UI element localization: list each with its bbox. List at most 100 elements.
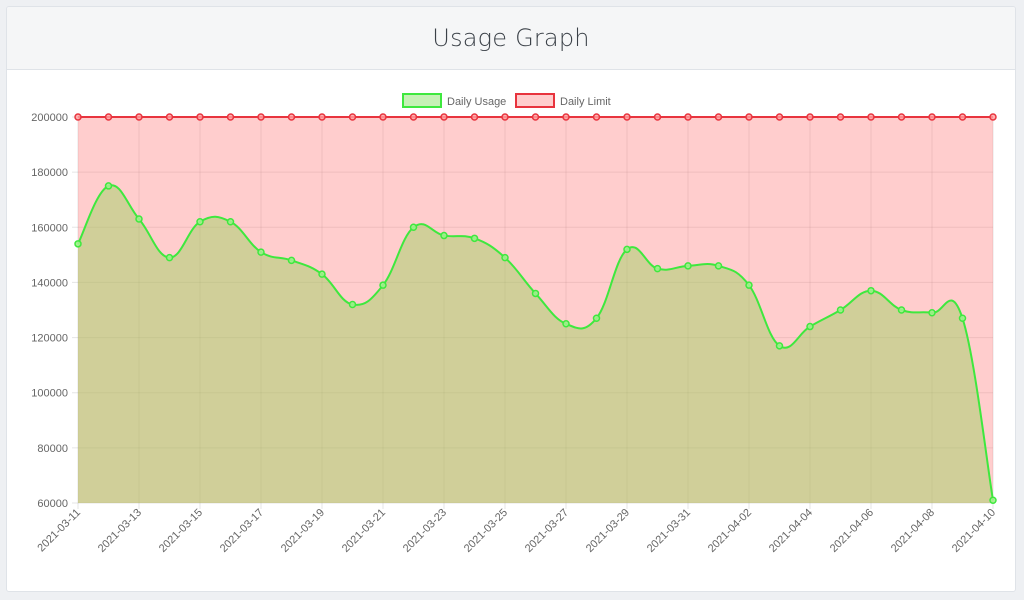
daily-usage-point xyxy=(653,264,662,273)
x-axis: 2021-03-11 2021-03-13 2021-03-15 2021-03-17… xyxy=(35,507,998,555)
x-tick-label: 2021-04-10 xyxy=(950,507,998,555)
daily-usage-point xyxy=(745,281,753,289)
daily-usage-point xyxy=(714,262,723,270)
daily-limit-point xyxy=(775,113,784,121)
x-tick-label: 2021-03-27 xyxy=(523,507,571,555)
daily-usage-point xyxy=(531,289,540,298)
daily-usage-point xyxy=(958,314,967,323)
daily-usage-point xyxy=(74,240,82,248)
daily-usage-point xyxy=(928,309,936,317)
x-tick-label: 2021-03-21 xyxy=(340,507,388,555)
daily-limit-point xyxy=(440,113,448,121)
x-tick-label: 2021-04-02 xyxy=(706,507,754,555)
y-tick-label: 80000 xyxy=(37,443,68,455)
daily-usage-point xyxy=(379,281,387,289)
y-tick-label: 160000 xyxy=(31,222,68,234)
daily-limit-point xyxy=(897,113,906,121)
daily-limit-point xyxy=(836,113,845,121)
x-tick-label: 2021-04-04 xyxy=(767,507,815,555)
daily-usage-point xyxy=(501,253,509,262)
daily-limit-point xyxy=(867,113,875,121)
daily-usage-point xyxy=(989,496,997,504)
usage-graph-card: Usage Graph xyxy=(6,6,1016,592)
daily-usage-point xyxy=(806,322,814,331)
daily-limit-point xyxy=(196,113,204,121)
y-tick-label: 120000 xyxy=(31,333,68,345)
x-tick-label: 2021-03-19 xyxy=(279,507,327,555)
legend-label-daily-limit[interactable]: Daily Limit xyxy=(560,96,611,108)
y-tick-label: 60000 xyxy=(37,498,68,510)
daily-usage-point xyxy=(897,306,906,314)
daily-usage-point xyxy=(440,231,448,240)
daily-usage-point xyxy=(470,234,479,243)
x-tick-label: 2021-03-25 xyxy=(462,507,510,555)
card-header: Usage Graph xyxy=(7,7,1015,70)
x-tick-label: 2021-03-17 xyxy=(218,507,266,555)
daily-usage-point xyxy=(165,253,174,262)
y-tick-label: 140000 xyxy=(31,277,68,289)
x-tick-label: 2021-03-29 xyxy=(584,507,632,555)
daily-usage-point xyxy=(562,320,570,328)
daily-limit-point xyxy=(135,113,143,121)
area-layer xyxy=(77,116,994,503)
daily-limit-area xyxy=(78,117,993,503)
daily-limit-point xyxy=(623,113,631,121)
daily-limit-point xyxy=(745,113,753,121)
x-tick-label: 2021-04-08 xyxy=(889,507,937,555)
daily-limit-point xyxy=(318,113,326,121)
daily-limit-point xyxy=(348,113,357,121)
daily-usage-point xyxy=(257,248,265,256)
daily-usage-point xyxy=(775,342,784,350)
daily-limit-point xyxy=(226,113,235,121)
daily-usage-point xyxy=(135,215,143,223)
legend-swatch-daily-usage[interactable] xyxy=(402,93,442,108)
legend-swatch-daily-limit[interactable] xyxy=(515,93,555,108)
x-tick-label: 2021-03-15 xyxy=(157,507,205,555)
legend-label-daily-usage[interactable]: Daily Usage xyxy=(447,96,506,108)
y-tick-label: 200000 xyxy=(31,112,68,124)
x-tick-label: 2021-04-06 xyxy=(828,507,876,555)
points-layer xyxy=(74,113,997,504)
daily-usage-point xyxy=(287,256,296,265)
y-tick-label: 100000 xyxy=(31,388,68,400)
daily-limit-point xyxy=(165,113,174,121)
daily-limit-point xyxy=(684,113,692,121)
daily-usage-point xyxy=(867,286,875,295)
daily-limit-point xyxy=(470,113,479,121)
x-tick-label: 2021-03-31 xyxy=(645,507,693,555)
daily-usage-point xyxy=(836,306,845,314)
daily-usage-point xyxy=(623,245,631,254)
daily-usage-point xyxy=(592,314,601,323)
daily-limit-point xyxy=(562,113,570,121)
y-tick-label: 180000 xyxy=(31,167,68,179)
daily-limit-point xyxy=(531,113,540,121)
daily-limit-point xyxy=(257,113,265,121)
legend: Daily Usage Daily Limit xyxy=(402,93,611,108)
daily-limit-point xyxy=(74,113,82,121)
daily-limit-point xyxy=(806,113,814,121)
daily-limit-point xyxy=(287,113,296,121)
x-tick-label: 2021-03-11 xyxy=(35,507,83,555)
daily-usage-point xyxy=(196,218,204,226)
daily-limit-point xyxy=(989,113,997,121)
daily-limit-point xyxy=(958,113,967,121)
daily-usage-area xyxy=(78,185,993,503)
daily-limit-point xyxy=(409,113,418,121)
daily-limit-point xyxy=(592,113,601,121)
daily-limit-point xyxy=(379,113,387,121)
daily-limit-point xyxy=(714,113,723,121)
y-axis: 200000 180000 160000 140000 120000 100000 8000… xyxy=(31,112,68,510)
x-tick-label: 2021-03-13 xyxy=(96,507,144,555)
daily-usage-point xyxy=(409,223,418,232)
daily-usage-point xyxy=(348,300,357,309)
daily-limit-point xyxy=(928,113,936,121)
daily-limit-point xyxy=(104,113,113,121)
daily-usage-point xyxy=(684,262,692,270)
daily-usage-point xyxy=(226,218,235,226)
daily-limit-point xyxy=(501,113,509,121)
daily-limit-point xyxy=(653,113,662,121)
daily-usage-point xyxy=(318,270,326,278)
x-tick-label: 2021-03-23 xyxy=(401,507,449,555)
page-title: Usage Graph xyxy=(432,24,590,52)
